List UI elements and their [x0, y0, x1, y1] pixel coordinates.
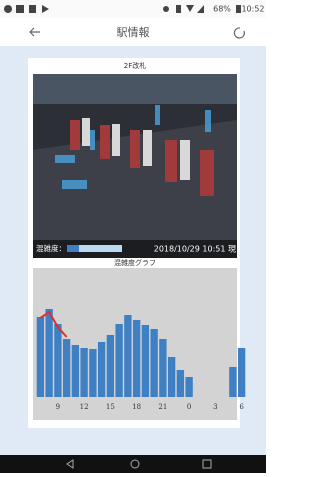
bar [98, 342, 105, 397]
bar [63, 339, 70, 397]
x-tick-label: 21 [158, 403, 167, 411]
bar [45, 309, 52, 397]
x-tick-label: 9 [56, 403, 60, 411]
bar [185, 377, 192, 397]
bar [177, 370, 184, 397]
x-tick-label: 6 [239, 403, 244, 411]
bar [115, 324, 122, 397]
bar [238, 348, 245, 397]
x-tick-label: 0 [187, 403, 191, 411]
bar [159, 339, 166, 397]
x-tick-label: 12 [80, 403, 89, 411]
bar [150, 329, 157, 397]
camera-label: 2F改札 [124, 61, 146, 70]
x-tick-label: 18 [132, 403, 141, 411]
x-tick-label: 3 [213, 403, 217, 411]
bar [124, 315, 131, 397]
bar [54, 324, 61, 397]
bar [89, 349, 96, 397]
bar [229, 367, 236, 397]
clock: 10:52 [241, 5, 264, 14]
header-title: 駅情報 [117, 26, 150, 39]
battery: 68% [213, 5, 231, 14]
bar [133, 320, 140, 397]
bar [80, 348, 87, 397]
screen: 68% 10:52 駅情報 2F改札 混雑度： 2018/10/29 10:51… [0, 0, 266, 473]
bar [142, 325, 149, 397]
bar [107, 335, 114, 397]
camera-image [33, 74, 237, 258]
timestamp: 2018/10/29 10:51 現 [154, 245, 236, 254]
chart-title: 混雑度グラフ [114, 258, 156, 267]
x-tick-label: 15 [106, 403, 115, 411]
bar [37, 317, 44, 397]
bar [72, 345, 79, 397]
page: 68% 10:52 駅情報 2F改札 混雑度： 2018/10/29 10:51… [0, 0, 266, 473]
bar [168, 357, 175, 397]
congestion-label: 混雑度： [36, 243, 66, 253]
nav-bar [0, 455, 266, 473]
